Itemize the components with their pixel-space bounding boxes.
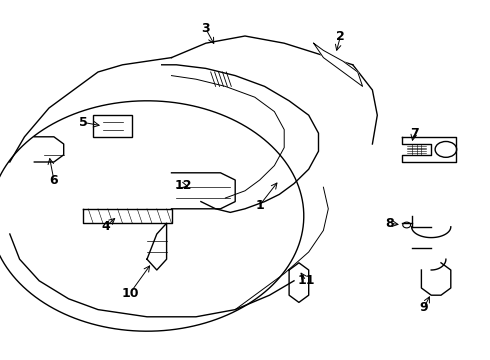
Text: 8: 8 (385, 217, 394, 230)
Text: 1: 1 (255, 199, 264, 212)
Text: 9: 9 (419, 301, 428, 314)
Text: 10: 10 (121, 287, 139, 300)
Text: 4: 4 (101, 220, 110, 233)
Text: 11: 11 (297, 274, 315, 287)
Text: 12: 12 (175, 179, 193, 192)
Text: 2: 2 (336, 30, 345, 42)
Text: 7: 7 (410, 127, 418, 140)
Text: 6: 6 (49, 174, 58, 186)
Bar (93, 115, 132, 137)
Text: 5: 5 (79, 116, 88, 129)
Polygon shape (314, 43, 363, 86)
Text: 3: 3 (201, 22, 210, 35)
